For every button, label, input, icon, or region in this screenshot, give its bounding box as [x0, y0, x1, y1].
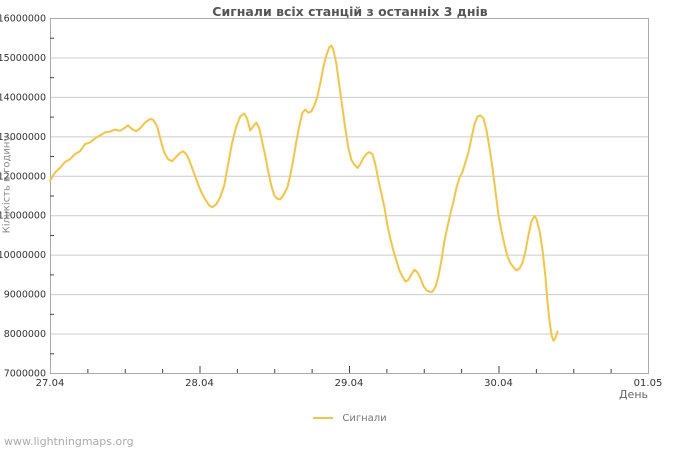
y-tick-label: 11000000	[0, 211, 46, 222]
x-tick-label: 29.04	[335, 378, 364, 389]
legend-label: Сигнали	[342, 412, 387, 424]
signals-line	[49, 44, 559, 342]
y-tick-label: 14000000	[0, 92, 46, 103]
x-tick-label: 30.04	[484, 378, 513, 389]
x-tick-label: 27.04	[36, 378, 65, 389]
y-tick-label: 13000000	[0, 132, 46, 143]
chart-title: Сигнали всіх станцій з останніх 3 днів	[212, 4, 488, 19]
x-tick-label: 01.05	[634, 378, 663, 389]
y-tick-label: 7000000	[4, 369, 46, 380]
y-tick-label: 16000000	[0, 14, 46, 25]
y-tick-label: 9000000	[4, 290, 46, 301]
y-tick-label: 10000000	[0, 250, 46, 261]
y-axis-title: Кількість в годину	[1, 135, 13, 234]
legend: Сигнали	[0, 411, 700, 425]
x-tick-label: 28.04	[185, 378, 214, 389]
y-tick-label: 15000000	[0, 53, 46, 64]
plot-border	[50, 18, 649, 374]
watermark: www.lightningmaps.org	[4, 435, 134, 448]
y-tick-label: 8000000	[4, 329, 46, 340]
y-tick-label: 12000000	[0, 171, 46, 182]
legend-line-swatch	[313, 417, 334, 419]
x-axis-title: День	[618, 388, 648, 401]
